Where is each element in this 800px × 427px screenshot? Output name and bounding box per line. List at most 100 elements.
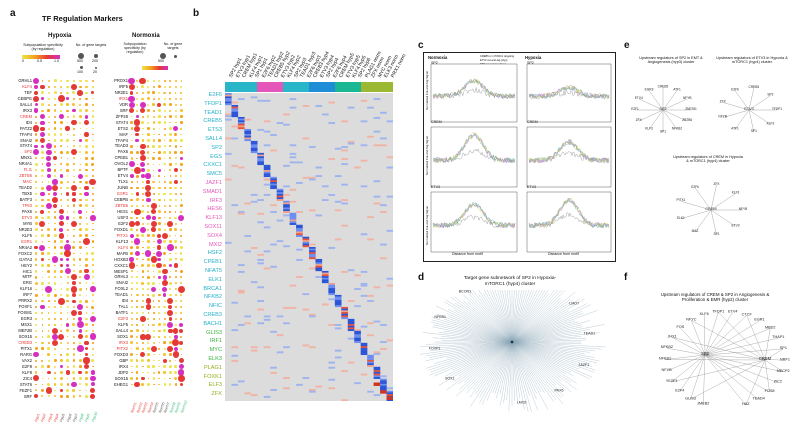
- hypoxia-dot: [66, 192, 70, 196]
- normoxia-dot: [136, 312, 139, 314]
- panel-e-title-3: Upstream regulators of CREM in Hypoxia &…: [673, 155, 743, 164]
- normoxia-gene-list: PROX1 IRF5 NR2E1 IRX1 VDR SRF ZFP28 STAT4 ETS2 MA…: [102, 78, 128, 388]
- normoxia-dot: [168, 293, 172, 297]
- normoxia-dot: [130, 383, 133, 386]
- normoxia-dot: [156, 238, 162, 245]
- hypoxia-dot: [48, 181, 50, 183]
- hypoxia-dot: [85, 204, 89, 208]
- heatmap-row-label: MYC: [209, 347, 222, 354]
- network-node-label: MBD2: [765, 325, 776, 329]
- panel-c-row-crem: CREM: [431, 120, 442, 124]
- normoxia-dot: [178, 369, 185, 376]
- heatmap-cell: [367, 322, 374, 325]
- normoxia-dot: [141, 127, 144, 130]
- heatmap-cell: [283, 164, 290, 167]
- heatmap-color-strip: [225, 82, 394, 92]
- normoxia-dot: [141, 365, 144, 368]
- hypoxia-dot: [66, 175, 69, 177]
- hypoxia-dot: [60, 145, 63, 148]
- legend-size-20: [95, 67, 97, 69]
- heatmap-cell: [263, 315, 271, 318]
- network-edge: [422, 332, 513, 343]
- hypoxia-dot: [41, 383, 44, 386]
- heatmap-cell: [367, 300, 374, 302]
- heatmap-cell: [354, 274, 361, 277]
- heatmap-cell: [270, 366, 277, 369]
- heatmap-strip-cell: [276, 82, 284, 92]
- network-node-label: PAX6: [555, 388, 564, 392]
- hypoxia-dot: [47, 382, 51, 386]
- hypoxia-dot: [91, 162, 95, 166]
- network-edge: [486, 341, 513, 401]
- normoxia-dot: [130, 139, 133, 142]
- normoxia-dot: [146, 109, 150, 113]
- heatmap-cell: [276, 199, 284, 201]
- heatmap-cell: [257, 322, 264, 325]
- heatmap-row-label: GLIS3: [206, 329, 222, 336]
- normoxia-dot: [146, 383, 150, 386]
- normoxia-gene-label: TEAD1: [114, 292, 128, 298]
- hypoxia-dot: [60, 282, 63, 285]
- hypoxia-dot: [47, 359, 50, 362]
- hypoxia-dot: [79, 258, 82, 261]
- heatmap-cell: [334, 303, 342, 306]
- normoxia-gene-label: ZBTB6: [115, 203, 128, 209]
- hypoxia-dot: [53, 121, 57, 125]
- normoxia-dot: [177, 375, 185, 382]
- hypoxia-dot: [34, 186, 38, 190]
- heatmap-cell: [250, 96, 258, 99]
- network-edge: [511, 339, 586, 343]
- normoxia-dot: [163, 91, 166, 95]
- heatmap-cell: [341, 313, 348, 316]
- heatmap-cell: [250, 349, 258, 352]
- hypoxia-dot: [58, 232, 65, 239]
- normoxia-dot: [136, 371, 139, 374]
- normoxia-gene-label: IRX3: [118, 339, 128, 345]
- network-edge: [445, 341, 513, 377]
- sp2-hub-label: SP2: [701, 351, 710, 356]
- normoxia-gene-label: CEBPB: [114, 197, 128, 203]
- heatmap-strip-cell: [334, 82, 342, 92]
- heatmap-cell: [276, 195, 284, 198]
- heatmap-cell: [263, 173, 271, 176]
- network-edge: [492, 290, 513, 343]
- hypoxia-dot: [92, 324, 94, 326]
- hypoxia-dot: [35, 234, 38, 237]
- heatmap-cell: [380, 390, 387, 394]
- hypoxia-dot: [91, 139, 94, 142]
- heatmap-cell: [341, 163, 348, 166]
- heatmap-cell: [244, 128, 252, 131]
- normoxia-gene-label: MAFB: [116, 250, 128, 256]
- heatmap-cell: [231, 346, 239, 349]
- regulator-node-label: ETV3: [732, 223, 740, 227]
- hypoxia-dot: [66, 282, 69, 285]
- normoxia-dot: [168, 365, 172, 368]
- hypoxia-dot: [85, 306, 88, 309]
- network-node-label: NFKB1: [434, 315, 446, 319]
- hypoxia-dot: [59, 139, 63, 142]
- heatmap-row-label: NFKB2: [203, 294, 222, 301]
- heatmap-cell: [244, 137, 252, 140]
- hypoxia-dot: [71, 292, 77, 298]
- heatmap-cell: [360, 373, 368, 376]
- normoxia-dot: [135, 132, 140, 137]
- hypoxia-dot: [54, 389, 56, 392]
- normoxia-gene-label: STAT4: [115, 119, 128, 125]
- normoxia-dot: [179, 109, 183, 113]
- normoxia-dot: [178, 363, 184, 370]
- heatmap-cell: [328, 101, 336, 104]
- normoxia-dot: [163, 347, 166, 350]
- normoxia-gene-label: SRF: [119, 107, 128, 113]
- normoxia-dot: [163, 109, 166, 112]
- hypoxia-dot: [47, 323, 50, 327]
- profile-plot-frame: [430, 191, 518, 253]
- normoxia-dot: [164, 258, 166, 261]
- hypoxia-gene-label: NR4A2: [18, 244, 32, 250]
- network-edge: [431, 319, 513, 343]
- heatmap-cell: [289, 221, 297, 224]
- hypoxia-dot: [92, 342, 94, 344]
- normoxia-dot: [157, 245, 162, 250]
- hypoxia-dot: [85, 353, 89, 357]
- normoxia-gene-label: SALL4: [115, 328, 128, 334]
- hypoxia-dot: [35, 312, 37, 314]
